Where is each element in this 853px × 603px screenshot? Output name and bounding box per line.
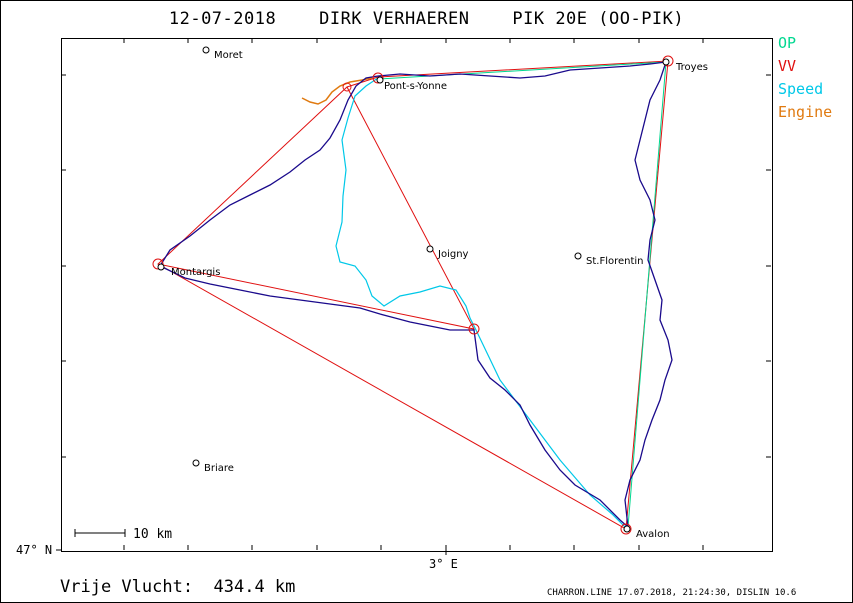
town-label-st-florentin: St.Florentin	[586, 256, 644, 267]
legend-speed: Speed	[778, 80, 824, 98]
legend-vv: VV	[778, 57, 797, 75]
scale-bar	[74, 529, 126, 537]
town-markers	[157, 46, 670, 533]
town-label-troyes: Troyes	[675, 62, 708, 73]
turnpoint-markers	[152, 55, 674, 535]
axis-ticks	[56, 38, 771, 555]
free-flight-distance: Vrije Vlucht: 434.4 km	[60, 577, 296, 597]
town-label-joigny: Joigny	[437, 249, 469, 260]
town-label-pont-s-yonne: Pont-s-Yonne	[384, 81, 447, 92]
footer-info: CHARRON.LINE 17.07.2018, 21:24:30, DISLI…	[547, 588, 797, 598]
scale-bar-label: 10 km	[133, 527, 172, 542]
speed-track	[335, 77, 627, 529]
town-label-briare: Briare	[204, 463, 234, 474]
town-label-moret: Moret	[214, 50, 243, 61]
op-task-line	[377, 61, 667, 528]
flight-title: 12-07-2018 DIRK VERHAEREN PIK 20E (OO-PI…	[168, 9, 685, 29]
vv-task-line	[157, 60, 669, 530]
flight-track	[159, 61, 673, 529]
longitude-label: 3° E	[429, 557, 458, 571]
legend-engine: Engine	[778, 103, 833, 121]
town-label-avalon: Avalon	[636, 529, 670, 540]
latitude-label: 47° N	[16, 543, 53, 557]
engine-track	[301, 77, 373, 105]
map-plot-area	[61, 38, 773, 552]
legend-op: OP	[778, 34, 797, 52]
town-label-montargis: Montargis	[171, 267, 220, 278]
